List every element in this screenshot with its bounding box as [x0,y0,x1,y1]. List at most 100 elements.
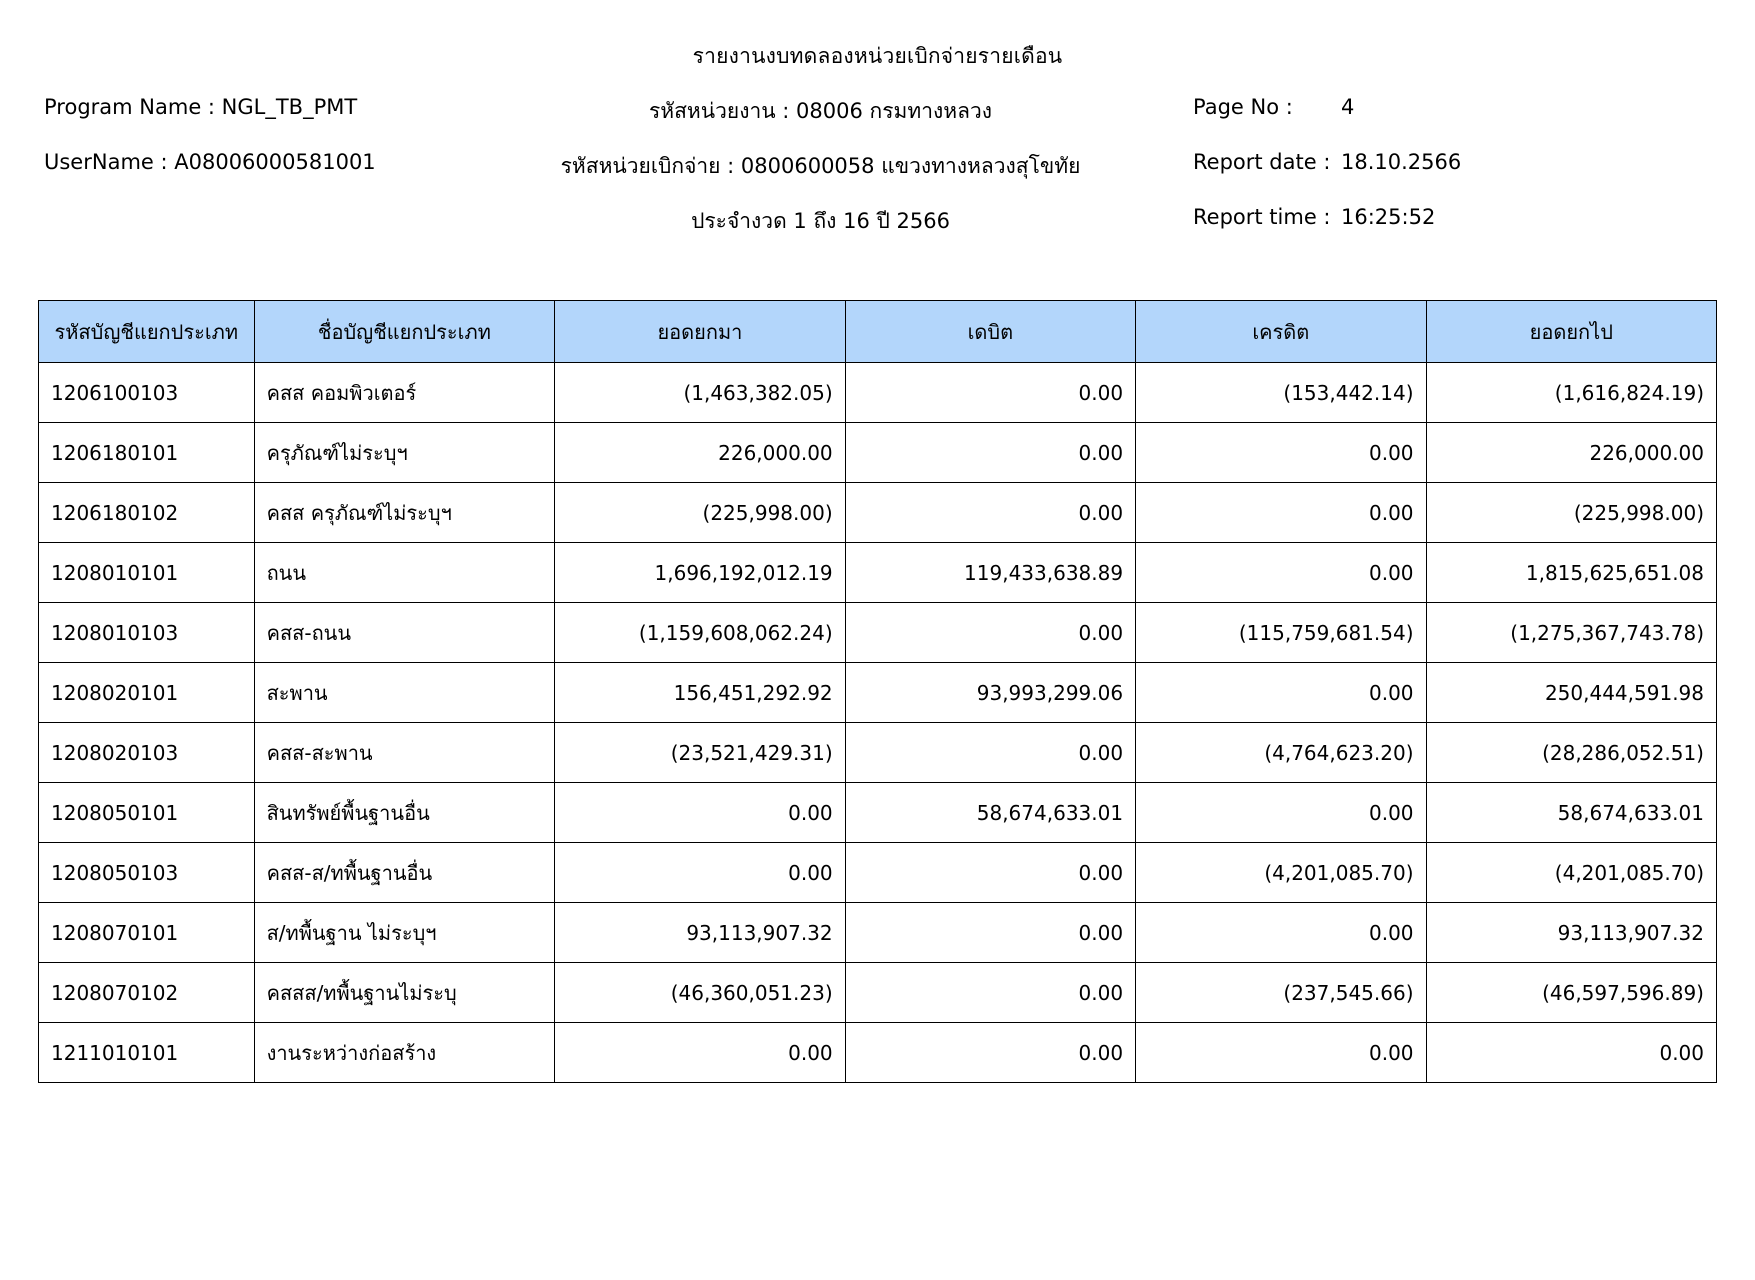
cell-account-code: 1208010103 [38,602,255,663]
cell-debit: 119,433,638.89 [844,542,1137,603]
page-no-label: Page No : [1193,95,1293,119]
header-row-2: UserName : A08006000581001 รหัสหน่วยเบิก… [38,150,1717,205]
table-row: 1208070102 คสสส/ทพื้นฐานไม่ระบุ (46,360,… [38,962,1718,1023]
cell-debit: 0.00 [844,482,1137,543]
table-header-row: รหัสบัญชีแยกประเภท ชื่อบัญชีแยกประเภท ยอ… [38,300,1718,363]
column-header-opening-balance: ยอดยกมา [554,300,846,363]
cell-credit: 0.00 [1135,662,1427,723]
cell-opening-balance: (1,463,382.05) [554,362,846,423]
cell-closing-balance: (225,998.00) [1425,482,1718,543]
cell-credit: 0.00 [1135,422,1427,483]
agency-line-text: รหัสหน่วยงาน : 08006 กรมทางหลวง [648,99,993,123]
cell-credit: (237,545.66) [1135,962,1427,1023]
table-row: 1208070101 ส/ทพื้นฐาน ไม่ระบุฯ 93,113,90… [38,902,1718,963]
report-time-label: Report time : [1193,205,1331,229]
table-row: 1206100103 คสส คอมพิวเตอร์ (1,463,382.05… [38,362,1718,423]
cell-opening-balance: (46,360,051.23) [554,962,846,1023]
header-row-3: ประจำงวด 1 ถึง 16 ปี 2566 Report time : 1… [38,205,1717,260]
cell-account-code: 1206100103 [38,362,255,423]
cell-debit: 93,993,299.06 [844,662,1137,723]
cell-account-name: งานระหว่างก่อสร้าง [253,1022,556,1083]
cell-account-code: 1208070101 [38,902,255,963]
cell-account-code: 1208010101 [38,542,255,603]
cell-credit: (4,764,623.20) [1135,722,1427,783]
cell-debit: 0.00 [844,842,1137,903]
cell-opening-balance: 0.00 [554,782,846,843]
cell-opening-balance: 226,000.00 [554,422,846,483]
report-date-field: Report date : 18.10.2566 [1193,150,1461,174]
cell-closing-balance: (46,597,596.89) [1425,962,1718,1023]
cell-account-name: คสส-ถนน [253,602,556,663]
username-label: UserName : A08006000581001 [44,150,376,174]
cell-closing-balance: 226,000.00 [1425,422,1718,483]
cell-account-code: 1208050101 [38,782,255,843]
report-time-value: 16:25:52 [1341,205,1436,229]
cell-debit: 0.00 [844,902,1137,963]
page-no-field: Page No : 4 [1193,95,1354,119]
cell-opening-balance: (1,159,608,062.24) [554,602,846,663]
table-row: 1208020103 คสส-สะพาน (23,521,429.31) 0.0… [38,722,1718,783]
column-header-closing-balance: ยอดยกไป [1425,300,1718,363]
table-body: 1206100103 คสส คอมพิวเตอร์ (1,463,382.05… [38,362,1718,1083]
cell-closing-balance: 1,815,625,651.08 [1425,542,1718,603]
cell-opening-balance: 0.00 [554,842,846,903]
cell-opening-balance: (225,998.00) [554,482,846,543]
cell-closing-balance: 58,674,633.01 [1425,782,1718,843]
cell-closing-balance: 93,113,907.32 [1425,902,1718,963]
cell-opening-balance: 0.00 [554,1022,846,1083]
cell-closing-balance: 0.00 [1425,1022,1718,1083]
report-header: Program Name : NGL_TB_PMT รหัสหน่วยงาน :… [38,95,1717,260]
page-no-value: 4 [1341,95,1355,119]
cell-credit: 0.00 [1135,782,1427,843]
cell-credit: (4,201,085.70) [1135,842,1427,903]
cell-account-name: คสส-สะพาน [253,722,556,783]
cell-credit: 0.00 [1135,902,1427,963]
cell-account-name: ถนน [253,542,556,603]
table-row: 1208050101 สินทรัพย์พื้นฐานอื่น 0.00 58,… [38,782,1718,843]
program-name-label: Program Name : NGL_TB_PMT [44,95,358,119]
table-row: 1208020101 สะพาน 156,451,292.92 93,993,2… [38,662,1718,723]
cell-account-code: 1206180102 [38,482,255,543]
cell-account-name: คสสส/ทพื้นฐานไม่ระบุ [253,962,556,1023]
cell-opening-balance: (23,521,429.31) [554,722,846,783]
trial-balance-table: รหัสบัญชีแยกประเภท ชื่อบัญชีแยกประเภท ยอ… [38,300,1718,1083]
cell-account-name: ครุภัณฑ์ไม่ระบุฯ [253,422,556,483]
cell-opening-balance: 93,113,907.32 [554,902,846,963]
cell-credit: 0.00 [1135,1022,1427,1083]
cell-account-code: 1208070102 [38,962,255,1023]
cell-debit: 0.00 [844,722,1137,783]
cell-account-code: 1208020103 [38,722,255,783]
report-page: รายงานงบทดลองหน่วยเบิกจ่ายรายเดือน Progr… [0,40,1755,1280]
cell-closing-balance: (1,616,824.19) [1425,362,1718,423]
table-row: 1208010103 คสส-ถนน (1,159,608,062.24) 0.… [38,602,1718,663]
cell-opening-balance: 156,451,292.92 [554,662,846,723]
cell-account-name: สะพาน [253,662,556,723]
report-date-label: Report date : [1193,150,1331,174]
disbursement-line-text: รหัสหน่วยเบิกจ่าย : 0800600058 แขวงทางหล… [560,154,1081,178]
table-row: 1206180102 คสส ครุภัณฑ์ไม่ระบุฯ (225,998… [38,482,1718,543]
table-row: 1208050103 คสส-ส/ทพื้นฐานอื่น 0.00 0.00 … [38,842,1718,903]
table-row: 1206180101 ครุภัณฑ์ไม่ระบุฯ 226,000.00 0… [38,422,1718,483]
report-time-field: Report time : 16:25:52 [1193,205,1435,229]
page-title: รายงานงบทดลองหน่วยเบิกจ่ายรายเดือน [692,44,1063,68]
report-date-value: 18.10.2566 [1341,150,1462,174]
cell-closing-balance: (4,201,085.70) [1425,842,1718,903]
period-line-text: ประจำงวด 1 ถึง 16 ปี 2566 [691,209,950,233]
cell-account-name: คสส ครุภัณฑ์ไม่ระบุฯ [253,482,556,543]
cell-credit: (153,442.14) [1135,362,1427,423]
disbursement-line: รหัสหน่วยเบิกจ่าย : 0800600058 แขวงทางหล… [38,150,1717,183]
cell-opening-balance: 1,696,192,012.19 [554,542,846,603]
column-header-credit: เครดิต [1135,300,1427,363]
period-line: ประจำงวด 1 ถึง 16 ปี 2566 [38,205,1717,238]
cell-debit: 0.00 [844,422,1137,483]
cell-credit: 0.00 [1135,482,1427,543]
cell-closing-balance: (1,275,367,743.78) [1425,602,1718,663]
cell-credit: (115,759,681.54) [1135,602,1427,663]
cell-closing-balance: (28,286,052.51) [1425,722,1718,783]
cell-account-name: ส/ทพื้นฐาน ไม่ระบุฯ [253,902,556,963]
cell-closing-balance: 250,444,591.98 [1425,662,1718,723]
cell-credit: 0.00 [1135,542,1427,603]
table-row: 1208010101 ถนน 1,696,192,012.19 119,433,… [38,542,1718,603]
header-row-1: Program Name : NGL_TB_PMT รหัสหน่วยงาน :… [38,95,1717,150]
column-header-account-name: ชื่อบัญชีแยกประเภท [253,300,556,363]
